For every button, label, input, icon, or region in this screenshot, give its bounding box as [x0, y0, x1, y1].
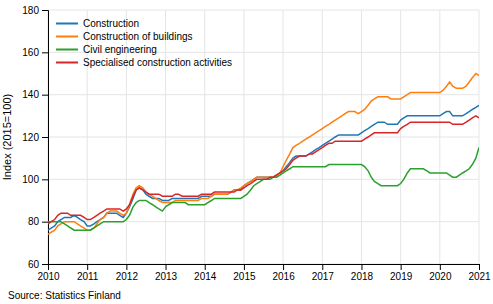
y-tick-mark: [42, 179, 48, 180]
grid-line-x: [204, 10, 205, 264]
y-axis: 60 80 100 120 140 160 180: [22, 5, 48, 270]
x-tick: 2013: [155, 264, 178, 282]
x-tick-mark: [87, 264, 88, 270]
x-tick-mark: [283, 264, 284, 270]
legend: Construction Construction of buildings Civ…: [56, 18, 232, 68]
y-tick-mark: [42, 222, 48, 223]
x-tick-mark: [126, 264, 127, 270]
x-axis: 2010 2011 2012 2013 2014 2015 2016 2017 2018 2019…: [37, 264, 491, 282]
x-tick: 2017: [312, 264, 335, 282]
y-tick-mark: [42, 10, 48, 11]
legend-item: Construction: [56, 18, 139, 29]
x-tick: 2020: [429, 264, 452, 282]
grid-line-x: [361, 10, 362, 264]
grid-line-y: [48, 10, 479, 11]
y-tick-label: 160: [22, 47, 39, 58]
x-tick: 2021: [468, 264, 491, 282]
x-tick-mark: [205, 264, 206, 270]
grid-line-y: [48, 137, 479, 138]
y-tick: 120: [22, 132, 48, 143]
plot: 2010 2011 2012 2013 2014 2015 2016 2017 2018 2019…: [1, 5, 491, 282]
legend-label: Specialised construction activities: [83, 57, 232, 68]
x-tick: 2014: [194, 264, 217, 282]
x-tick-mark: [322, 264, 323, 270]
y-tick: 160: [22, 47, 48, 58]
annotation: Source: Statistics Finland: [8, 290, 121, 301]
y-tick-label: 80: [28, 216, 40, 227]
legend-item: Specialised construction activities: [56, 57, 232, 68]
y-tick-label: 180: [22, 5, 39, 16]
x-tick: 2016: [272, 264, 295, 282]
grid-line-x: [439, 10, 440, 264]
x-tick-mark: [479, 264, 480, 270]
legend-label: Civil engineering: [83, 44, 157, 55]
x-tick-label: 2012: [116, 271, 139, 282]
legend-swatch: [56, 49, 78, 51]
y-tick-label: 100: [22, 174, 39, 185]
x-tick-mark: [440, 264, 441, 270]
grid-line-y: [48, 94, 479, 95]
x-tick-mark: [401, 264, 402, 270]
legend-swatch: [56, 62, 78, 64]
legend-label: Construction of buildings: [83, 31, 193, 42]
x-tick-label: 2020: [429, 271, 452, 282]
y-tick-label: 140: [22, 89, 39, 100]
x-tick-mark: [166, 264, 167, 270]
x-tick-label: 2019: [390, 271, 413, 282]
x-tick-label: 2014: [194, 271, 217, 282]
x-tick-label: 2021: [468, 271, 491, 282]
series-line: [48, 148, 479, 231]
legend-item: Construction of buildings: [56, 31, 193, 42]
x-tick-label: 2013: [155, 271, 178, 282]
y-tick: 100: [22, 174, 48, 185]
y-tick: 180: [22, 5, 48, 16]
y-tick: 60: [28, 259, 48, 270]
x-axis-line: [49, 265, 480, 271]
y-tick-mark: [42, 264, 48, 265]
series-line: [48, 116, 479, 224]
x-tick: 2019: [390, 264, 413, 282]
grid-line-x: [165, 10, 166, 264]
series-group: [48, 74, 479, 235]
x-tick-label: 2018: [351, 271, 374, 282]
x-tick-label: 2011: [77, 271, 99, 282]
legend-swatch: [56, 36, 78, 38]
y-axis-title: Index (2015=100): [1, 94, 13, 181]
x-tick-label: 2017: [312, 271, 335, 282]
legend-label: Construction: [83, 18, 139, 29]
grid-line-x: [479, 10, 480, 264]
x-tick-mark: [361, 264, 362, 270]
grid-line-x: [322, 10, 323, 264]
grid-line-x: [400, 10, 401, 264]
chart: 2010 2011 2012 2013 2014 2015 2016 2017 2018 2019…: [0, 0, 493, 304]
y-axis-line: [42, 11, 49, 265]
y-tick-mark: [42, 95, 48, 96]
y-tick-label: 120: [22, 132, 39, 143]
y-tick-mark: [42, 137, 48, 138]
grid-line-x: [243, 10, 244, 264]
x-tick-label: 2016: [272, 271, 295, 282]
y-tick: 140: [22, 89, 48, 100]
y-tick-label: 60: [28, 259, 40, 270]
y-tick: 80: [28, 216, 48, 227]
series-line: [48, 74, 479, 235]
x-tick-mark: [244, 264, 245, 270]
x-tick-label: 2015: [233, 271, 256, 282]
x-tick: 2011: [77, 264, 99, 282]
x-tick: 2018: [351, 264, 374, 282]
grid: [48, 10, 479, 264]
y-tick-mark: [42, 52, 48, 53]
x-tick: 2010: [37, 264, 60, 282]
grid-line-x: [283, 10, 284, 264]
x-tick: 2015: [233, 264, 256, 282]
x-tick: 2012: [116, 264, 139, 282]
legend-item: Civil engineering: [56, 44, 157, 55]
legend-swatch: [56, 23, 78, 25]
x-tick-label: 2010: [37, 271, 60, 282]
